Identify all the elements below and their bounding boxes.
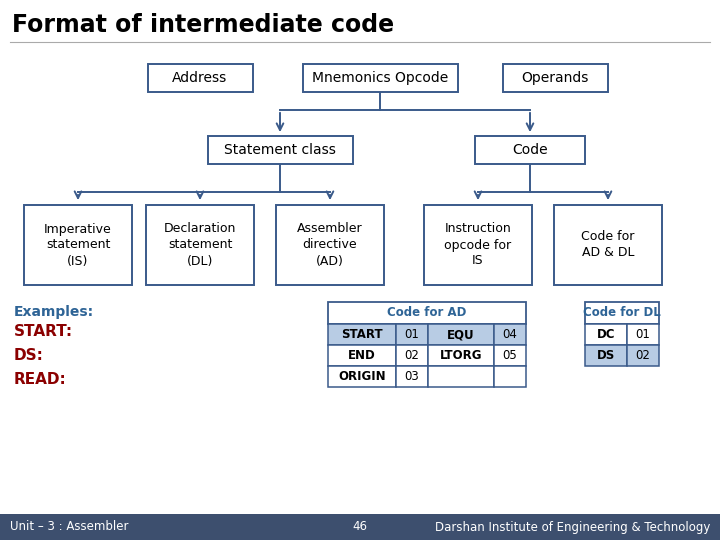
Text: 02: 02 bbox=[636, 349, 650, 362]
Text: LTORG: LTORG bbox=[440, 349, 482, 362]
Bar bbox=[494, 324, 526, 345]
Bar bbox=[24, 205, 132, 285]
Text: Code for DL: Code for DL bbox=[583, 307, 661, 320]
Text: 01: 01 bbox=[405, 328, 420, 341]
Bar bbox=[328, 345, 396, 366]
Text: Declaration
statement
(DL): Declaration statement (DL) bbox=[164, 222, 236, 267]
Text: 01: 01 bbox=[636, 328, 650, 341]
Text: DC: DC bbox=[597, 328, 616, 341]
Bar bbox=[428, 324, 494, 345]
Text: 05: 05 bbox=[503, 349, 518, 362]
Bar bbox=[276, 205, 384, 285]
Bar bbox=[396, 345, 428, 366]
Text: Darshan Institute of Engineering & Technology: Darshan Institute of Engineering & Techn… bbox=[435, 521, 710, 534]
Text: Code for AD: Code for AD bbox=[387, 307, 467, 320]
Text: READ:: READ: bbox=[14, 373, 67, 388]
Text: Imperative
statement
(IS): Imperative statement (IS) bbox=[44, 222, 112, 267]
Bar bbox=[396, 324, 428, 345]
Bar bbox=[328, 366, 396, 387]
Text: END: END bbox=[348, 349, 376, 362]
Text: 04: 04 bbox=[503, 328, 518, 341]
Bar bbox=[627, 345, 659, 366]
Bar bbox=[585, 324, 627, 345]
Text: START:: START: bbox=[14, 325, 73, 340]
Bar bbox=[146, 205, 254, 285]
Bar bbox=[494, 366, 526, 387]
Bar bbox=[207, 136, 353, 164]
Bar bbox=[494, 345, 526, 366]
Bar bbox=[585, 345, 627, 366]
Text: 02: 02 bbox=[405, 349, 420, 362]
Bar bbox=[627, 324, 659, 345]
Bar bbox=[585, 302, 659, 324]
Text: EQU: EQU bbox=[447, 328, 474, 341]
Text: Examples:: Examples: bbox=[14, 305, 94, 319]
Text: Code: Code bbox=[512, 143, 548, 157]
Bar bbox=[328, 302, 526, 324]
Text: Format of intermediate code: Format of intermediate code bbox=[12, 13, 394, 37]
Text: ORIGIN: ORIGIN bbox=[338, 370, 386, 383]
Text: Address: Address bbox=[172, 71, 228, 85]
Text: Mnemonics Opcode: Mnemonics Opcode bbox=[312, 71, 448, 85]
Bar bbox=[328, 324, 396, 345]
Bar bbox=[0, 514, 720, 540]
Bar bbox=[302, 64, 457, 92]
Bar bbox=[424, 205, 532, 285]
Text: DS:: DS: bbox=[14, 348, 44, 363]
Bar bbox=[428, 366, 494, 387]
Text: 03: 03 bbox=[405, 370, 419, 383]
Text: Unit – 3 : Assembler: Unit – 3 : Assembler bbox=[10, 521, 128, 534]
Bar bbox=[148, 64, 253, 92]
Text: Statement class: Statement class bbox=[224, 143, 336, 157]
Bar bbox=[554, 205, 662, 285]
Bar bbox=[396, 366, 428, 387]
Text: Operands: Operands bbox=[521, 71, 589, 85]
Bar bbox=[475, 136, 585, 164]
Text: DS: DS bbox=[597, 349, 615, 362]
Text: 46: 46 bbox=[353, 521, 367, 534]
Text: Instruction
opcode for
IS: Instruction opcode for IS bbox=[444, 222, 512, 267]
Bar bbox=[428, 345, 494, 366]
Text: Assembler
directive
(AD): Assembler directive (AD) bbox=[297, 222, 363, 267]
Text: START: START bbox=[341, 328, 383, 341]
Text: Code for
AD & DL: Code for AD & DL bbox=[581, 231, 635, 260]
Bar bbox=[503, 64, 608, 92]
